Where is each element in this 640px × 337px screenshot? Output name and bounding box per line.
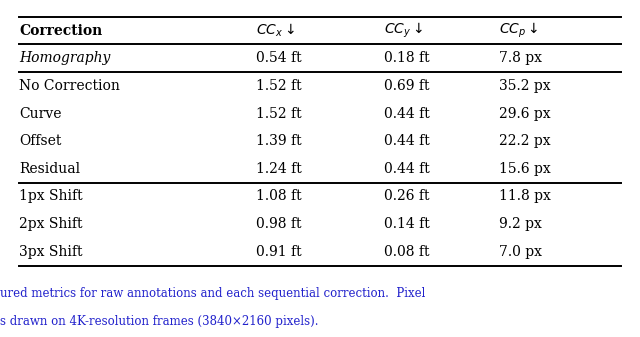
Text: 1.52 ft: 1.52 ft xyxy=(256,79,301,93)
Text: 7.0 px: 7.0 px xyxy=(499,245,542,259)
Text: 1.39 ft: 1.39 ft xyxy=(256,134,301,148)
Text: Residual: Residual xyxy=(19,162,81,176)
Text: 1px Shift: 1px Shift xyxy=(19,189,83,204)
Text: 35.2 px: 35.2 px xyxy=(499,79,551,93)
Text: 0.98 ft: 0.98 ft xyxy=(256,217,301,231)
Text: 0.14 ft: 0.14 ft xyxy=(384,217,429,231)
Text: 0.08 ft: 0.08 ft xyxy=(384,245,429,259)
Text: 1.24 ft: 1.24 ft xyxy=(256,162,301,176)
Text: 0.44 ft: 0.44 ft xyxy=(384,162,429,176)
Text: $\mathit{CC}_x \downarrow$: $\mathit{CC}_x \downarrow$ xyxy=(256,22,295,39)
Text: $\mathit{CC}_p \downarrow$: $\mathit{CC}_p \downarrow$ xyxy=(499,21,539,40)
Text: 0.44 ft: 0.44 ft xyxy=(384,134,429,148)
Text: No Correction: No Correction xyxy=(19,79,120,93)
Text: 0.44 ft: 0.44 ft xyxy=(384,106,429,121)
Text: 29.6 px: 29.6 px xyxy=(499,106,551,121)
Text: 9.2 px: 9.2 px xyxy=(499,217,542,231)
Text: Correction: Correction xyxy=(19,24,102,38)
Text: 22.2 px: 22.2 px xyxy=(499,134,551,148)
Text: 7.8 px: 7.8 px xyxy=(499,51,542,65)
Text: Curve: Curve xyxy=(19,106,61,121)
Text: 1.08 ft: 1.08 ft xyxy=(256,189,301,204)
Text: 3px Shift: 3px Shift xyxy=(19,245,83,259)
Text: 0.91 ft: 0.91 ft xyxy=(256,245,301,259)
Text: s drawn on 4K-resolution frames (3840×2160 pixels).: s drawn on 4K-resolution frames (3840×21… xyxy=(0,315,319,328)
Text: 0.54 ft: 0.54 ft xyxy=(256,51,301,65)
Text: 0.69 ft: 0.69 ft xyxy=(384,79,429,93)
Text: 15.6 px: 15.6 px xyxy=(499,162,551,176)
Text: 11.8 px: 11.8 px xyxy=(499,189,551,204)
Text: 1.52 ft: 1.52 ft xyxy=(256,106,301,121)
Text: Offset: Offset xyxy=(19,134,61,148)
Text: 0.18 ft: 0.18 ft xyxy=(384,51,429,65)
Text: $\mathit{CC}_y \downarrow$: $\mathit{CC}_y \downarrow$ xyxy=(384,21,423,40)
Text: 2px Shift: 2px Shift xyxy=(19,217,83,231)
Text: Homography: Homography xyxy=(19,51,111,65)
Text: ured metrics for raw annotations and each sequential correction.  Pixel: ured metrics for raw annotations and eac… xyxy=(0,287,426,300)
Text: 0.26 ft: 0.26 ft xyxy=(384,189,429,204)
